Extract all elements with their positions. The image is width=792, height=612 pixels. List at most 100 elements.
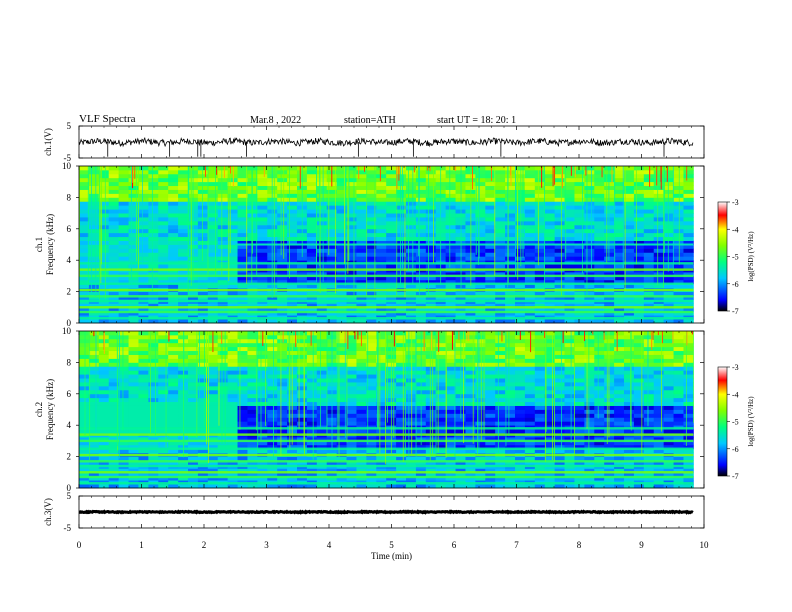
- ch2_spec-cell: [217, 436, 229, 442]
- ch2_spec-cell: [98, 409, 110, 414]
- ch1_spec-cell: [396, 279, 407, 285]
- ch2_spec-cell: [118, 397, 129, 403]
- ch2_spec-cell: [306, 476, 318, 481]
- ch1_spec-cell: [673, 232, 684, 238]
- ch1_spec-cell: [564, 181, 575, 187]
- ch1_spec-cell: [564, 279, 575, 285]
- ch2_spec-cell: [485, 448, 496, 454]
- ch2_spec-cell: [475, 476, 486, 481]
- ch2_spec-cell: [197, 476, 209, 481]
- ch2_spec-cell: [188, 393, 199, 399]
- ch2_spec-cell: [138, 346, 149, 352]
- ch1_spec-cell: [257, 240, 268, 245]
- ch2_spec-cell: [544, 382, 556, 387]
- ch2_spec-cell: [544, 444, 556, 450]
- ch2_spec-cell: [406, 444, 417, 450]
- ch1_spec-cell: [366, 248, 377, 253]
- ch2_spec-cell: [316, 358, 328, 363]
- ch2_spec-cell: [495, 389, 506, 395]
- ch1_spec-cell: [544, 189, 556, 194]
- ch1_spec-cell: [376, 283, 387, 289]
- ch2_spec-cell: [396, 370, 407, 375]
- ch1_spec-cell: [197, 224, 209, 230]
- ch2_spec-cell: [336, 385, 347, 391]
- ch2_spec-cell: [445, 397, 456, 403]
- ch2_spec-cell: [356, 460, 367, 465]
- ch2_spec-cell: [267, 401, 278, 406]
- ch1_spec-cell: [98, 166, 110, 171]
- ch2_spec-cell: [505, 366, 516, 371]
- ch2_spec-cell: [336, 405, 347, 410]
- start-time-label: start UT = 18: 20: 1: [437, 115, 517, 126]
- ch1_spec-cell: [683, 181, 694, 187]
- ch1_spec-cell: [128, 193, 139, 198]
- ch1_spec-cell: [614, 224, 625, 230]
- ch1_spec-cell: [197, 209, 209, 214]
- ch2_spec-cell: [564, 338, 575, 344]
- ch1_spec-cell: [574, 279, 585, 285]
- ch2_spec-cell: [108, 389, 120, 395]
- ch1_spec-cell: [406, 319, 417, 324]
- ch1_spec-cell: [653, 228, 665, 234]
- ch2_spec-cell: [554, 476, 565, 481]
- ch2_spec-cell: [435, 334, 447, 340]
- ch1_spec-cell: [386, 252, 397, 257]
- ch1_spec-cell: [495, 303, 506, 308]
- ch1_spec-cell: [594, 236, 605, 241]
- ch1_spec-cell: [376, 228, 387, 234]
- ch1_spec-cell: [584, 252, 595, 257]
- ch1_spec-cell: [207, 240, 219, 245]
- ch2_spec-cell: [336, 358, 347, 363]
- ch2_spec-cell: [188, 448, 199, 454]
- ch1_spec-cell: [415, 166, 427, 171]
- ch1_wave-waveform-line: [78, 137, 694, 148]
- ch1_spec-cell: [425, 201, 437, 206]
- ch2_spec-cell: [356, 413, 367, 418]
- ch2_spec-cell: [554, 358, 565, 363]
- ch1_spec-cell: [485, 240, 496, 245]
- ch1_spec-cell: [534, 201, 546, 206]
- ch2_spec-cell: [306, 444, 318, 450]
- ch2_spec-cell: [306, 417, 318, 422]
- ch2_spec-cell: [376, 362, 387, 367]
- ch1_spec-cell: [128, 264, 139, 269]
- ch2_spec-cell: [148, 413, 159, 418]
- ch2_spec-cell: [425, 362, 437, 367]
- ch1_spec-cell: [465, 319, 476, 324]
- ch1_spec-cell: [515, 201, 526, 206]
- ch1_spec-cell: [197, 271, 209, 277]
- ch1_spec-cell: [515, 209, 526, 214]
- ch1_spec-cell: [505, 256, 516, 261]
- ch1_spec-cell: [633, 283, 645, 289]
- ch2_spec-cell: [366, 362, 377, 367]
- ch1_spec-cell: [217, 209, 229, 214]
- ch1_spec-cell: [564, 166, 575, 171]
- ch1_spec-cell: [148, 240, 159, 245]
- ch1_spec-cell: [108, 181, 120, 187]
- ch1_spec-cell: [277, 209, 288, 214]
- ch1_spec-cell: [217, 185, 229, 190]
- ch1_spec-cell: [425, 244, 437, 249]
- ch1_spec-cell: [346, 307, 357, 312]
- ch1_spec-cell: [88, 201, 100, 206]
- ch2_spec-cell: [485, 472, 496, 477]
- ch1_spec-cell: [396, 193, 407, 198]
- ch1_spec-cell: [346, 275, 357, 281]
- date-label: Mar.8 , 2022: [250, 115, 302, 126]
- ch1_spec-cell: [554, 275, 565, 281]
- ch2_spec-cell: [524, 429, 536, 434]
- ch2_spec-cell: [406, 460, 417, 465]
- ch1_spec-cell: [653, 307, 665, 312]
- ch2_spec-cell: [118, 409, 129, 414]
- ch1_spec-cell: [683, 252, 694, 257]
- ch1_spec-cell: [396, 256, 407, 261]
- ch2_spec-cell: [554, 413, 565, 418]
- ch2_spec-cell: [297, 444, 308, 450]
- ch1_spec-cell: [336, 185, 347, 190]
- ch2_spec-cell: [178, 476, 189, 481]
- ch1_spec-cell: [108, 209, 120, 214]
- ch2_spec-cell: [128, 370, 139, 375]
- ch2_spec-cell: [188, 421, 199, 426]
- ch2_spec-cell: [435, 389, 447, 395]
- ch1_spec-cell: [178, 256, 189, 261]
